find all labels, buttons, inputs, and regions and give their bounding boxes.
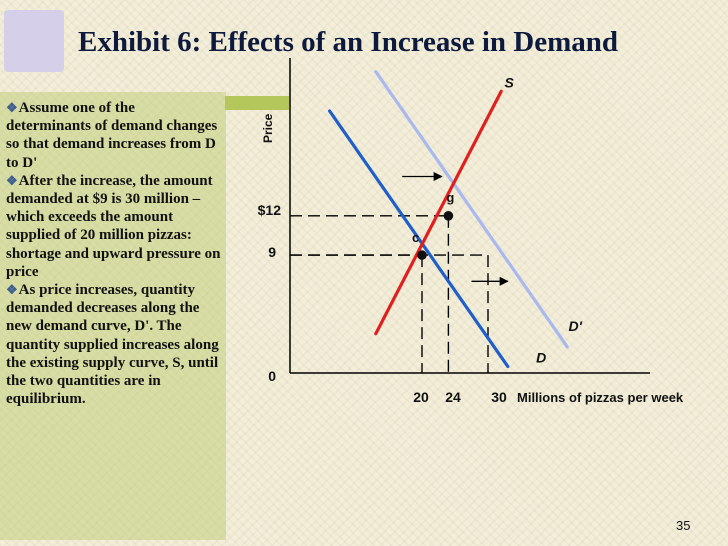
curve-label-s: S [505,74,515,90]
bullet-text: Assume one of the determinants of demand… [6,100,218,171]
diamond-bullet-icon: ❖ [6,100,18,115]
bullet-list: ❖Assume one of the determinants of deman… [6,99,222,408]
bullet-item-2: ❖After the increase, the amount demanded… [6,172,222,281]
point-label-g: g [446,190,454,205]
x-tick-30: 30 [491,389,507,405]
curve-label-d-prime: D' [569,318,583,334]
shift-arrows [402,171,509,286]
bullet-item-1: ❖Assume one of the determinants of deman… [6,99,222,172]
page-number: 35 [676,518,691,533]
notes-panel [0,92,226,540]
x-axis-label: Millions of pizzas per week [517,390,684,405]
x-tick-20: 20 [413,389,429,405]
accent-bar [225,96,289,110]
bullet-item-3: ❖As price increases, quantity demanded d… [6,281,222,408]
y-tick-9: 9 [268,244,276,260]
bullet-text: As price increases, quantity demanded de… [6,282,219,408]
equilibrium-points: cg [412,190,454,260]
point-g [443,211,454,221]
origin-label: 0 [268,368,276,384]
curve-label-d: D [536,350,546,366]
curve-d [328,109,510,369]
curve-s [374,89,503,336]
y-tick-12: $12 [258,202,282,218]
point-c [417,250,427,260]
axes [289,58,650,374]
corner-decoration [4,10,64,72]
curve-d-prime [374,70,569,349]
x-tick-24: 24 [445,389,461,405]
point-label-c: c [412,230,419,245]
diamond-bullet-icon: ❖ [6,172,18,188]
bullet-text: After the increase, the amount demanded … [6,172,221,280]
y-axis-label: Price [261,113,275,143]
slide-title: Exhibit 6: Effects of an Increase in Dem… [78,26,618,58]
curves: S D D' [328,70,583,369]
diamond-bullet-icon: ❖ [6,282,18,298]
guide-lines [290,215,489,373]
